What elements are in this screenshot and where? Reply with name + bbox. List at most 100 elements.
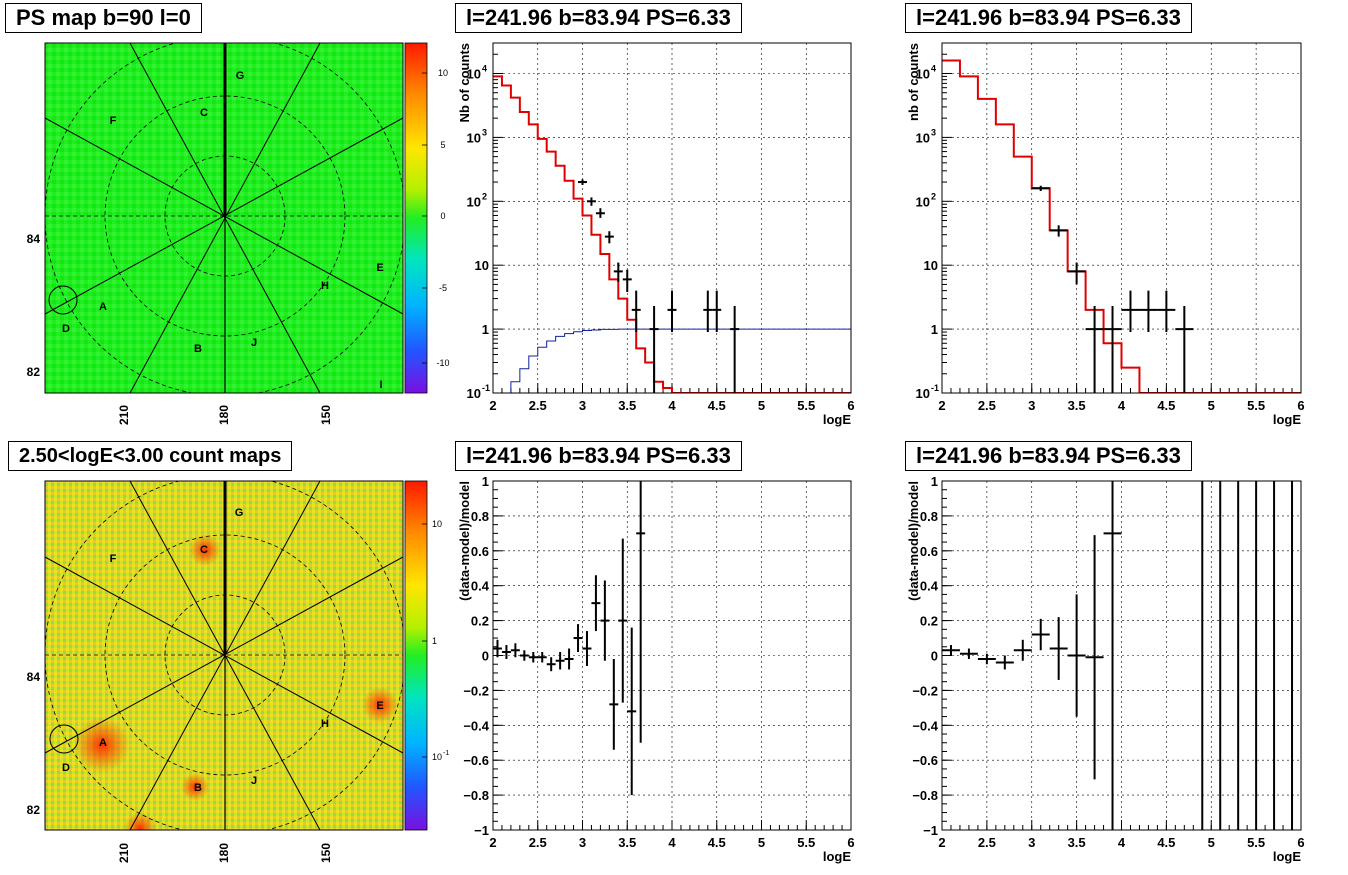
map-bottom-colorbar-tick-label: 10 bbox=[432, 519, 442, 529]
residual-point bbox=[1031, 618, 1050, 651]
x-tick-label: 3 bbox=[1028, 398, 1035, 413]
data-point bbox=[595, 208, 605, 218]
data-point bbox=[1049, 225, 1068, 237]
x-tick-label: 6 bbox=[1297, 398, 1304, 413]
y-tick-exponent: -1 bbox=[931, 383, 939, 393]
data-point bbox=[1121, 290, 1140, 333]
data-point bbox=[578, 179, 587, 185]
map-top-colorbar-tick-label: -10 bbox=[436, 358, 449, 368]
residual-point bbox=[528, 652, 538, 663]
map-bottom-y-tick-label: 82 bbox=[27, 803, 41, 817]
y-axis-label: (data-model)/model bbox=[457, 481, 472, 601]
y-tick-label: 10 bbox=[467, 194, 481, 209]
y-tick-label: −0.4 bbox=[463, 718, 489, 733]
x-tick-label: 6 bbox=[1297, 835, 1304, 850]
map-top-colorbar-tick-label: 5 bbox=[440, 140, 445, 150]
data-point bbox=[703, 290, 713, 333]
map-top-source-label-g: G bbox=[236, 70, 245, 82]
residual-point bbox=[627, 627, 637, 796]
map-top-source-labels: G C F E H A D B J I bbox=[62, 70, 384, 391]
residual-point bbox=[1103, 481, 1122, 830]
data-point bbox=[649, 305, 659, 393]
map-top-source-label-j: J bbox=[251, 337, 257, 349]
data-point bbox=[1175, 305, 1194, 393]
map-bottom-x-tick-label: 150 bbox=[319, 843, 333, 863]
residual-point bbox=[1049, 617, 1068, 680]
residual-point bbox=[510, 643, 520, 658]
x-tick-label: 5.5 bbox=[1247, 835, 1265, 850]
y-tick-exponent: 3 bbox=[482, 127, 487, 137]
map-bottom-colorbar-tick-label: 10 bbox=[432, 752, 442, 762]
residual-point bbox=[537, 652, 547, 663]
map-bottom-source-label-h: H bbox=[321, 718, 329, 730]
y-axis-label: (data-model)/model bbox=[906, 481, 921, 601]
x-tick-label: 2 bbox=[489, 398, 496, 413]
map-top-source-label-e: E bbox=[376, 262, 383, 274]
y-tick-exponent: 4 bbox=[482, 63, 487, 73]
y-tick-label: 1 bbox=[482, 322, 489, 337]
plot-frame bbox=[941, 42, 1302, 394]
data-point bbox=[586, 197, 596, 206]
data-point bbox=[667, 290, 677, 333]
acceptance-histogram bbox=[493, 328, 851, 393]
residual-point bbox=[555, 652, 565, 670]
y-tick-label: −0.6 bbox=[463, 753, 489, 768]
y-tick-label: −1 bbox=[474, 823, 489, 838]
x-tick-label: 5 bbox=[758, 835, 765, 850]
y-tick-label: −0.8 bbox=[912, 788, 938, 803]
y-tick-exponent: -1 bbox=[482, 383, 490, 393]
plot-frame bbox=[941, 480, 1302, 831]
x-tick-label: 4 bbox=[1118, 398, 1126, 413]
y-tick-label: −0.2 bbox=[912, 683, 938, 698]
x-tick-label: 4.5 bbox=[708, 835, 726, 850]
x-tick-label: 2 bbox=[489, 835, 496, 850]
residual-point bbox=[618, 538, 628, 703]
y-tick-label: −0.6 bbox=[912, 753, 938, 768]
x-tick-label: 3.5 bbox=[1068, 835, 1086, 850]
x-tick-label: 2.5 bbox=[529, 835, 547, 850]
x-tick-label: 3.5 bbox=[618, 398, 636, 413]
x-tick-label: 4 bbox=[668, 398, 676, 413]
map-top-y-tick-label: 82 bbox=[27, 365, 41, 379]
data-point bbox=[730, 305, 740, 393]
data-point bbox=[622, 269, 632, 293]
residual-point bbox=[609, 658, 619, 750]
data-point bbox=[604, 231, 614, 244]
x-tick-label: 3.5 bbox=[618, 835, 636, 850]
residual-point bbox=[959, 648, 978, 659]
y-tick-label: 0.4 bbox=[471, 579, 490, 594]
map-top-source-label-c: C bbox=[200, 107, 208, 119]
x-axis-label: logE bbox=[1273, 412, 1301, 427]
y-tick-label: 10 bbox=[467, 130, 481, 145]
map-bottom-source-label-c: C bbox=[200, 544, 208, 556]
x-axis-label: logE bbox=[823, 412, 851, 427]
y-tick-label: 10 bbox=[916, 194, 930, 209]
map-bottom-axis-labels: 84 82 210 180 150 bbox=[27, 670, 333, 863]
map-top-source-label-b: B bbox=[194, 343, 202, 355]
residual-point bbox=[573, 624, 583, 653]
y-tick-label: 0.2 bbox=[471, 614, 489, 629]
residual-point bbox=[493, 639, 502, 658]
x-tick-label: 2.5 bbox=[978, 398, 996, 413]
x-axis-label: logE bbox=[823, 849, 851, 864]
y-tick-label: 0.4 bbox=[920, 579, 939, 594]
x-tick-label: 5.5 bbox=[797, 398, 815, 413]
y-tick-label: −0.8 bbox=[463, 788, 489, 803]
data-point bbox=[613, 262, 623, 282]
x-tick-label: 6 bbox=[847, 835, 854, 850]
y-tick-label: 0 bbox=[931, 649, 938, 664]
map-top-axis-labels: 84 82 210 180 150 bbox=[27, 232, 333, 425]
map-top-y-tick-label: 84 bbox=[27, 232, 41, 246]
y-tick-label: 1 bbox=[931, 474, 938, 489]
y-tick-label: 0.8 bbox=[920, 509, 938, 524]
map-bottom-hotspots bbox=[74, 534, 398, 830]
residual-point bbox=[582, 631, 592, 666]
data-point bbox=[631, 290, 641, 333]
residual-point bbox=[977, 653, 996, 665]
x-tick-label: 3.5 bbox=[1068, 398, 1086, 413]
map-top-source-label-d: D bbox=[62, 323, 70, 335]
y-tick-label: 10 bbox=[916, 66, 930, 81]
